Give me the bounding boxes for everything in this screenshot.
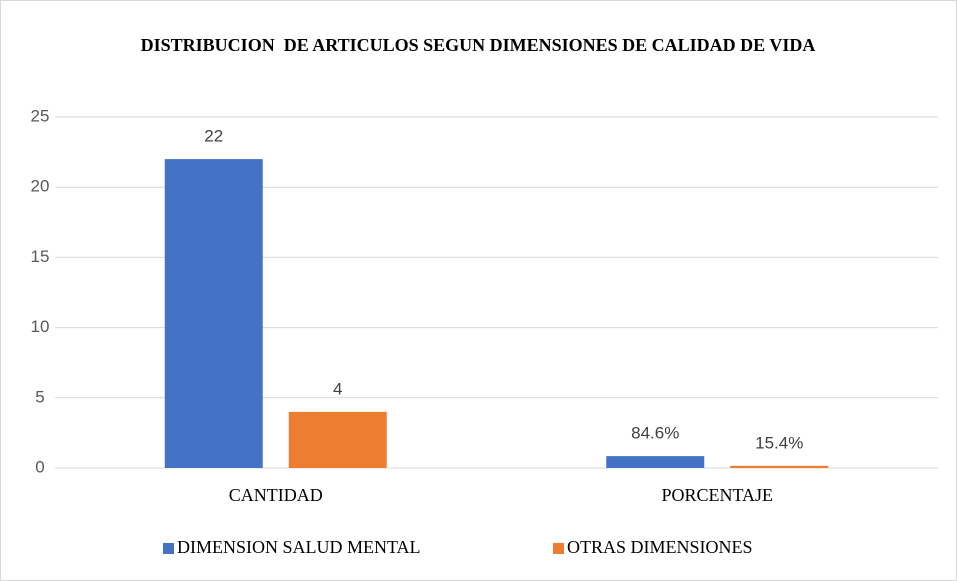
y-tick-label: 0 (35, 457, 44, 476)
value-label: 84.6% (631, 424, 679, 443)
bar (606, 456, 705, 468)
bar (164, 159, 263, 468)
value-label: 22 (204, 127, 223, 146)
legend-swatch (163, 543, 174, 554)
bar (730, 465, 829, 468)
y-tick-label: 5 (35, 387, 44, 406)
y-tick-label: 10 (31, 317, 50, 336)
legend-swatch (553, 543, 564, 554)
bar (288, 411, 387, 468)
value-label: 4 (333, 379, 342, 398)
y-tick-label: 15 (31, 247, 50, 266)
y-tick-label: 20 (31, 177, 50, 196)
y-tick-label: 25 (31, 106, 50, 125)
legend-label: DIMENSION SALUD MENTAL (177, 537, 421, 557)
value-label: 15.4% (755, 433, 803, 452)
chart-title: DISTRIBUCION DE ARTICULOS SEGUN DIMENSIO… (140, 35, 816, 55)
legend-label: OTRAS DIMENSIONES (567, 537, 753, 557)
x-tick-label: PORCENTAJE (661, 485, 773, 505)
x-tick-label: CANTIDAD (229, 485, 323, 505)
